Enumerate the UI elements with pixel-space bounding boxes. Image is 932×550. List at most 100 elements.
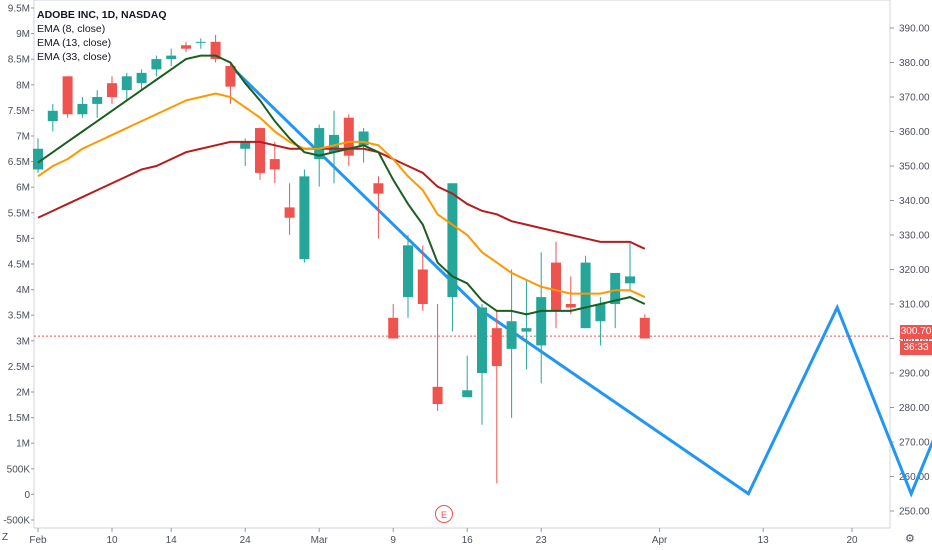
ema33-line [37, 140, 646, 250]
x-axis-label: Apr [652, 535, 668, 546]
candle-body [329, 134, 339, 153]
x-axis-label: 14 [166, 535, 178, 546]
x-axis-label: Mar [311, 535, 329, 546]
right-axis-label: 250.00 [899, 507, 930, 518]
candle-body [565, 304, 576, 308]
candle-body [166, 55, 177, 60]
candle-body [536, 297, 547, 346]
right-axis-label: 270.00 [899, 438, 930, 449]
left-axis-label: 2M [16, 388, 30, 399]
left-axis-label: 6.5M [8, 157, 30, 168]
legend-ema8[interactable]: EMA (8, close) [37, 23, 106, 35]
candle-body [107, 83, 117, 97]
left-axis-label: 2.5M [8, 362, 30, 373]
ema8-line [37, 54, 646, 316]
legend-ema33[interactable]: EMA (33, close) [37, 51, 112, 63]
candle-body [151, 59, 162, 70]
right-axis-label: 280.00 [899, 403, 930, 414]
left-axis-label: 5.5M [8, 208, 30, 219]
ema13-line [37, 92, 646, 299]
candle-body [136, 72, 147, 84]
candle-body [269, 159, 280, 170]
candle-body [284, 207, 295, 218]
x-axis-label: Feb [29, 535, 47, 546]
timezone-z-label[interactable]: Z [2, 532, 9, 543]
right-axis-label: 340.00 [899, 196, 930, 207]
candle-body [210, 41, 221, 60]
candle-body [299, 176, 310, 260]
right-axis-label: 300.00 [899, 334, 930, 345]
x-axis-label: 10 [106, 535, 118, 546]
left-axis-label: 500K [7, 464, 31, 475]
legend-ema13[interactable]: EMA (13, close) [37, 37, 112, 49]
right-axis-label: 370.00 [899, 93, 930, 104]
candle-body [477, 307, 487, 373]
candle-body [343, 117, 354, 156]
settings-gear-icon[interactable]: ⚙ [905, 533, 915, 545]
right-axis-label: 310.00 [899, 300, 930, 311]
candle-body [625, 276, 635, 284]
x-axis-label: 23 [536, 535, 548, 546]
candle-body [225, 65, 236, 87]
candle-body [491, 328, 502, 367]
candle-body [47, 110, 58, 122]
countdown-tag: 36:33 [900, 341, 932, 355]
candle-body [77, 103, 88, 115]
candle-body [314, 128, 325, 160]
right-axis-label: 360.00 [899, 127, 930, 138]
left-axis-label: 7.5M [8, 106, 30, 117]
candle-body [403, 245, 413, 298]
candle-body [432, 386, 443, 405]
candle-body [373, 183, 384, 194]
right-axis-label: 290.00 [899, 369, 930, 380]
candle-body [639, 317, 650, 339]
zigzag-pattern-line [229, 64, 932, 498]
candle-body [33, 148, 43, 170]
candle-body [195, 41, 206, 43]
candle-body [62, 76, 73, 115]
left-axis-label: 6M [16, 183, 30, 194]
symbol-title[interactable]: ADOBE INC, 1D, NASDAQ [37, 9, 167, 21]
chart-legend: ADOBE INC, 1D, NASDAQ EMA (8, close) EMA… [37, 8, 167, 64]
left-axis-label: 1.5M [8, 413, 30, 424]
candle-body [417, 269, 428, 304]
candle-body [388, 317, 399, 339]
candle-body [121, 76, 132, 91]
left-axis-label: 3M [16, 336, 30, 347]
left-axis-label: 4M [16, 285, 30, 296]
x-axis-label: 20 [846, 535, 858, 546]
left-axis-label: 9.5M [8, 4, 30, 15]
right-axis-label: 330.00 [899, 231, 930, 242]
left-axis-label: 8.5M [8, 55, 30, 66]
last-price-tag: 300.70 [900, 325, 932, 339]
left-axis-label: 4.5M [8, 260, 30, 271]
candle-body [462, 390, 473, 398]
right-axis-label: 380.00 [899, 58, 930, 69]
right-axis-label: 260.00 [899, 472, 930, 483]
candle-body [521, 328, 532, 332]
left-axis-label: 7M [16, 132, 30, 143]
left-axis-label: 1M [16, 439, 30, 450]
x-axis-label: 24 [240, 535, 252, 546]
left-axis-label: 5M [16, 234, 30, 245]
x-axis-label: 16 [462, 535, 474, 546]
candle-body [92, 97, 103, 104]
candle-body [240, 141, 251, 149]
candle-body [358, 131, 369, 146]
candle-body [255, 128, 265, 173]
candle-body [580, 262, 591, 329]
earnings-marker[interactable]: E [435, 505, 453, 523]
plot-area [33, 0, 891, 529]
candle-body [610, 272, 621, 304]
left-axis-label: 8M [16, 80, 30, 91]
candle-body [181, 45, 191, 49]
candle-body [551, 262, 561, 311]
candle-body [447, 183, 458, 298]
left-axis-label: 9M [16, 29, 30, 40]
right-axis-label: 350.00 [899, 162, 930, 173]
left-axis-label: 3.5M [8, 311, 30, 322]
candle-body [506, 321, 517, 349]
right-axis-label: 390.00 [899, 24, 930, 35]
x-axis-label: 13 [758, 535, 770, 546]
